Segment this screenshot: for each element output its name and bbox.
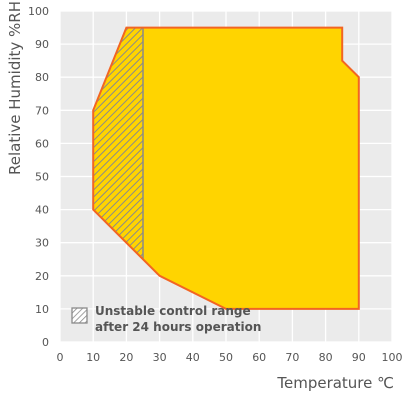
x-tick-labels: 0 10 20 30 40 50 60 70 80 90 100	[57, 351, 402, 364]
y-tick-label: 0	[42, 336, 49, 349]
y-tick-label: 60	[35, 137, 49, 150]
x-tick-label: 40	[186, 351, 200, 364]
legend-label-line-1: Unstable control range	[95, 304, 251, 318]
y-tick-label: 10	[35, 303, 49, 316]
y-tick-label: 30	[35, 237, 49, 250]
y-tick-label: 50	[35, 171, 49, 184]
x-tick-label: 20	[119, 351, 133, 364]
legend-label-line-2: after 24 hours operation	[95, 320, 261, 334]
x-tick-label: 30	[153, 351, 167, 364]
y-tick-label: 70	[35, 104, 49, 117]
y-tick-label: 20	[35, 270, 49, 283]
y-axis-title: Relative Humidity %RH	[6, 1, 24, 175]
y-tick-label: 40	[35, 204, 49, 217]
x-tick-label: 80	[319, 351, 333, 364]
x-tick-label: 60	[252, 351, 266, 364]
x-tick-label: 70	[285, 351, 299, 364]
x-tick-label: 0	[57, 351, 64, 364]
x-tick-label: 90	[352, 351, 366, 364]
x-tick-label: 100	[382, 351, 402, 364]
x-tick-label: 10	[86, 351, 100, 364]
y-tick-labels: 0 10 20 30 40 50 60 70 80 90 100	[28, 5, 49, 349]
y-tick-label: 80	[35, 71, 49, 84]
legend-swatch-hatched	[72, 308, 87, 323]
x-tick-label: 50	[219, 351, 233, 364]
y-tick-label: 90	[35, 38, 49, 51]
x-axis-title: Temperature ℃	[276, 374, 394, 392]
y-tick-label: 100	[28, 5, 49, 18]
